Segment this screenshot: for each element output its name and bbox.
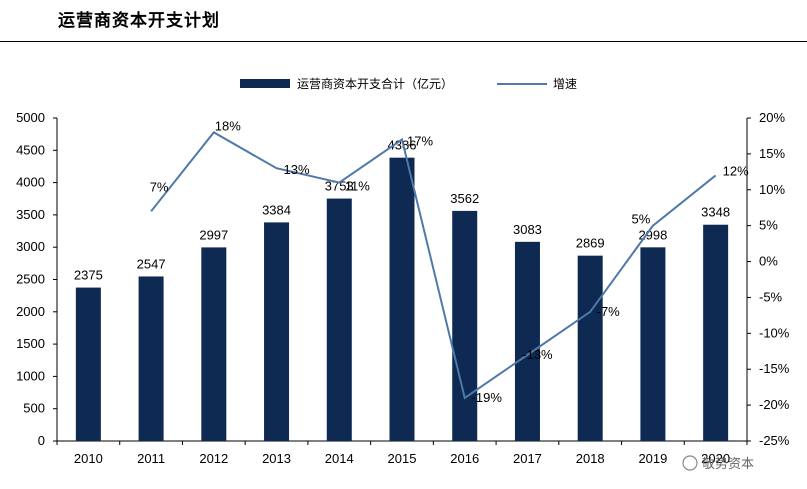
watermark-text: 敬势资本 [702, 456, 754, 472]
left-tick-label: 1000 [16, 368, 45, 383]
bar-2012 [201, 247, 227, 441]
bar-2016 [452, 210, 478, 441]
right-tick-label: -20% [759, 397, 790, 412]
bar-value-label: 2869 [576, 236, 605, 251]
x-tick-label: 2016 [450, 451, 479, 466]
left-tick-label: 4500 [16, 142, 45, 157]
bar-2013 [264, 222, 290, 441]
growth-value-label: -7% [597, 304, 621, 319]
growth-value-label: 7% [150, 179, 169, 194]
x-tick-label: 2017 [513, 451, 542, 466]
right-tick-label: -25% [759, 433, 790, 448]
bar-value-label: 3562 [450, 191, 479, 206]
right-tick-label: -5% [759, 289, 783, 304]
right-tick-label: 20% [759, 110, 785, 125]
left-tick-label: 1500 [16, 336, 45, 351]
growth-value-label: 5% [632, 212, 651, 227]
bar-2014 [326, 198, 352, 441]
growth-value-label: 18% [215, 118, 241, 133]
x-tick-label: 2013 [262, 451, 291, 466]
left-tick-label: 2500 [16, 272, 45, 287]
bar-2017 [514, 241, 540, 441]
x-tick-label: 2019 [638, 451, 667, 466]
right-tick-label: 0% [759, 254, 778, 269]
x-tick-label: 2011 [137, 451, 165, 466]
x-tick-label: 2010 [74, 451, 103, 466]
legend-bar-label: 运营商资本开支合计（亿元） [297, 76, 453, 91]
x-tick-label: 2012 [199, 451, 228, 466]
bar-value-label: 2547 [137, 256, 166, 271]
right-tick-label: 15% [759, 146, 785, 161]
bar-value-label: 2375 [74, 268, 103, 283]
bar-2019 [640, 247, 666, 441]
growth-value-label: 13% [284, 162, 310, 177]
left-tick-label: 3000 [16, 239, 45, 254]
x-tick-label: 2015 [388, 451, 417, 466]
page-title: 运营商资本开支计划 [58, 11, 220, 31]
growth-value-label: -13% [522, 347, 553, 362]
bar-2018 [577, 255, 603, 441]
left-tick-label: 5000 [16, 110, 45, 125]
bar-value-label: 3384 [262, 202, 291, 217]
growth-line [150, 131, 717, 400]
legend-line-label: 增速 [553, 77, 577, 91]
legend-bar-swatch [240, 79, 290, 88]
bar-2015 [389, 157, 415, 441]
x-tick-label: 2014 [325, 451, 354, 466]
right-tick-label: -10% [759, 325, 790, 340]
bar-2011 [138, 276, 164, 441]
right-tick-label: -15% [759, 361, 790, 376]
right-tick-label: 5% [759, 218, 778, 233]
bar-2010 [75, 287, 101, 441]
growth-value-label: 11% [345, 179, 370, 194]
wechat-icon [682, 455, 698, 471]
left-tick-label: 0 [38, 433, 45, 448]
left-tick-label: 4000 [16, 175, 45, 190]
bar-value-label: 4386 [388, 138, 417, 153]
bar-value-label: 3348 [701, 205, 730, 220]
growth-value-label: 17% [407, 134, 433, 149]
bar-value-label: 2998 [638, 227, 667, 242]
growth-value-label: -19% [472, 390, 503, 405]
bar-value-label: 2997 [199, 227, 228, 242]
x-tick-label: 2018 [576, 451, 605, 466]
x-tick-label: 2020 [701, 451, 730, 466]
right-tick-label: 10% [759, 182, 785, 197]
left-tick-label: 3500 [16, 207, 45, 222]
growth-value-label: 12% [723, 163, 749, 178]
left-tick-label: 500 [23, 401, 45, 416]
bar-value-label: 3083 [513, 222, 542, 237]
bar-value-label: 3753 [325, 179, 354, 194]
title-divider [0, 41, 807, 42]
bar-2020 [703, 224, 729, 441]
left-tick-label: 2000 [16, 304, 45, 319]
